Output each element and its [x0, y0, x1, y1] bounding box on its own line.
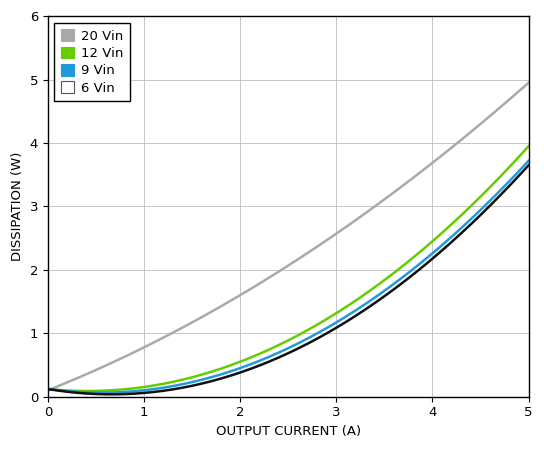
Y-axis label: DISSIPATION (W): DISSIPATION (W) — [11, 152, 24, 261]
X-axis label: OUTPUT CURRENT (A): OUTPUT CURRENT (A) — [216, 425, 361, 438]
Legend: 20 Vin, 12 Vin, 9 Vin, 6 Vin: 20 Vin, 12 Vin, 9 Vin, 6 Vin — [54, 23, 130, 101]
